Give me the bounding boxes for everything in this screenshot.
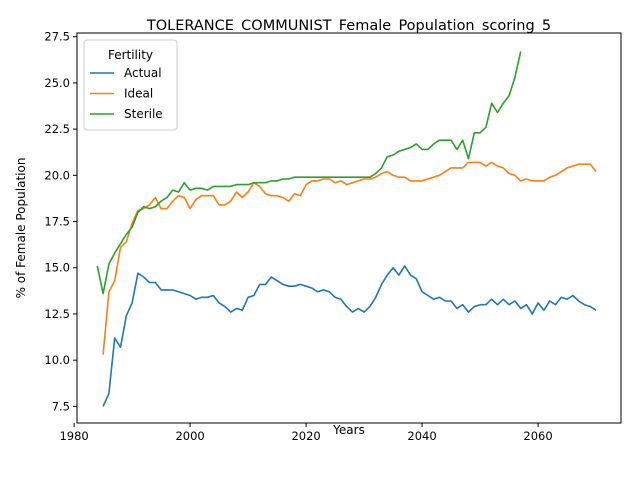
series-line-actual [102, 265, 597, 407]
y-tick-label: 27.5 [44, 30, 70, 44]
y-tick-label: 10.0 [44, 353, 70, 367]
series-lines [96, 51, 597, 407]
y-tick-label: 25.0 [44, 76, 70, 90]
series-line-sterile [96, 51, 522, 295]
y-tick-label: 7.5 [52, 399, 70, 413]
y-axis-label: % of Female Population [14, 158, 28, 299]
y-tick-label: 17.5 [44, 215, 70, 229]
axis-ticks: 1980 2000 2020 2040 2060 7.5 10.0 12.5 15.0 17.5 2… [44, 30, 552, 443]
legend-box [83, 39, 178, 131]
y-tick-label: 22.5 [44, 122, 70, 136]
x-tick-label: 1980 [59, 429, 88, 443]
x-tick-label: 2020 [291, 429, 320, 443]
y-tick-label: 15.0 [44, 261, 70, 275]
series-line-ideal [102, 161, 597, 355]
legend-label-ideal: Ideal [124, 87, 153, 101]
y-tick-label: 20.0 [44, 168, 70, 182]
legend-label-actual: Actual [124, 66, 162, 80]
chart-title: TOLERANCE_COMMUNIST_Female_Population_sc… [146, 18, 551, 34]
x-tick-label: 2060 [523, 429, 552, 443]
legend: Fertility Actual Ideal Sterile [83, 39, 178, 131]
x-axis-label: Years [332, 423, 365, 437]
legend-title: Fertility [108, 48, 153, 62]
legend-label-sterile: Sterile [124, 107, 163, 121]
y-tick-label: 12.5 [44, 307, 70, 321]
x-tick-label: 2040 [407, 429, 436, 443]
plot-area-frame [76, 32, 622, 424]
x-tick-label: 2000 [175, 429, 204, 443]
